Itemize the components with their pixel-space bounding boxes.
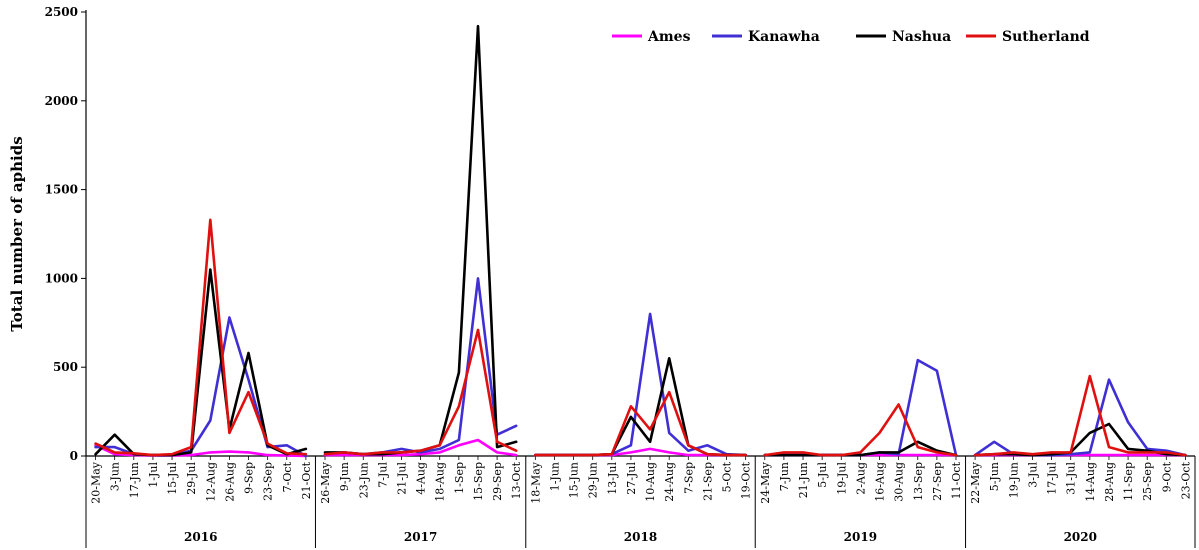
year-label: 2017 xyxy=(404,530,437,544)
series-line-nashua xyxy=(763,440,958,457)
x-tick-label: 5-Oct xyxy=(721,461,734,492)
series-line-sutherland xyxy=(533,390,748,457)
x-tick-label: 21-Jun xyxy=(797,462,810,498)
x-tick-label: 24-May xyxy=(759,461,772,504)
x-tick-label: 21-Oct xyxy=(300,461,313,499)
x-tick-label: 31-Jul xyxy=(1065,462,1078,495)
x-tick-label: 25-Sep xyxy=(1141,462,1154,501)
x-tick-label: 17-Jun xyxy=(128,462,141,498)
x-tick-label: 23-Jun xyxy=(357,462,370,498)
x-tick-label: 7-Jul xyxy=(376,462,389,488)
x-tick-label: 7-Jun xyxy=(778,462,791,491)
x-tick-label: 26-Aug xyxy=(223,462,236,502)
series-lines-layer xyxy=(94,24,1187,458)
x-tick-label: 19-Jun xyxy=(1007,462,1020,498)
x-tick-label: 23-Sep xyxy=(262,462,275,501)
x-tick-label: 10-Aug xyxy=(644,462,657,502)
legend-label-sutherland: Sutherland xyxy=(1002,29,1090,45)
legend-label-ames: Ames xyxy=(647,29,691,45)
x-tick-label: 5-Jun xyxy=(988,462,1001,491)
x-tick-label: 29-Jul xyxy=(185,462,198,495)
x-tick-label: 19-Oct xyxy=(740,461,753,499)
x-tick-label: 29-Sep xyxy=(491,462,504,501)
x-tick-label: 2-Aug xyxy=(854,462,867,495)
x-tick-label: 7-Sep xyxy=(682,462,695,494)
x-tick-label: 22-May xyxy=(969,461,982,504)
legend-label-kanawha: Kanawha xyxy=(748,29,820,45)
x-tick-label: 15-Jul xyxy=(166,462,179,495)
x-tick-label: 27-Jul xyxy=(625,462,638,495)
x-tick-label: 24-Aug xyxy=(663,462,676,502)
x-tick-label: 12-Aug xyxy=(204,462,217,502)
x-tick-label: 21-Jul xyxy=(395,462,408,495)
y-tick-label: 0 xyxy=(70,449,78,463)
x-tick-label: 14-Aug xyxy=(1084,462,1097,502)
x-tick-label: 30-Aug xyxy=(893,462,906,502)
y-tick-label: 2000 xyxy=(45,94,78,108)
axes-layer: 0 500 1000 1500 2000 2500 20-May 3-Jun 17-Jun 1-J… xyxy=(45,5,1196,548)
series-line-sutherland xyxy=(94,218,308,457)
x-tick-label: 27-Sep xyxy=(931,462,944,501)
x-tick-label: 1-Sep xyxy=(453,462,466,494)
x-tick-label: 18-May xyxy=(529,461,542,504)
x-tick-label: 23-Oct xyxy=(1179,461,1192,499)
x-tick-label: 21-Sep xyxy=(701,462,714,501)
series-line-kanawha xyxy=(323,277,518,456)
x-tick-label: 29-Jun xyxy=(587,462,600,498)
x-tick-label: 3-Jun xyxy=(109,462,122,491)
x-tick-label: 13-Oct xyxy=(510,461,523,499)
year-label: 2020 xyxy=(1064,530,1097,544)
x-tick-label: 3-Jul xyxy=(1026,462,1039,488)
x-tick-label: 15-Sep xyxy=(472,462,485,501)
x-tick-label: 7-Oct xyxy=(281,461,294,492)
legend: Ames Kanawha Nashua Sutherland xyxy=(612,29,1090,45)
year-label: 2016 xyxy=(184,530,217,544)
x-tick-label: 20-May xyxy=(90,461,103,504)
x-tick-label: 1-Jul xyxy=(147,462,160,488)
x-tick-label: 4-Aug xyxy=(415,462,428,495)
x-tick-label: 11-Oct xyxy=(950,461,963,499)
x-tick-label: 11-Sep xyxy=(1122,462,1135,501)
x-tick-label: 26-May xyxy=(319,461,332,504)
x-tick-label: 18-Aug xyxy=(434,462,447,502)
x-tick-label: 9-Jun xyxy=(338,462,351,491)
y-tick-label: 500 xyxy=(53,360,78,374)
legend-label-nashua: Nashua xyxy=(892,29,951,45)
year-label: 2018 xyxy=(624,530,657,544)
series-line-nashua xyxy=(94,268,308,457)
y-tick-label: 1500 xyxy=(45,183,78,197)
x-tick-label: 16-Aug xyxy=(874,462,887,502)
x-tick-label: 9-Oct xyxy=(1160,461,1173,492)
x-tick-label: 19-Jul xyxy=(835,462,848,495)
x-tick-label: 28-Aug xyxy=(1103,462,1116,502)
x-tick-label: 17-Jul xyxy=(1046,462,1059,495)
x-tick-label: 5-Jul xyxy=(816,462,829,488)
series-line-sutherland xyxy=(323,328,518,456)
series-line-kanawha xyxy=(763,358,958,457)
y-tick-label: 1000 xyxy=(45,271,78,285)
year-label: 2019 xyxy=(844,530,877,544)
x-tick-label: 15-Jun xyxy=(568,462,581,498)
series-line-ames xyxy=(323,438,518,457)
series-line-ames xyxy=(94,443,308,458)
series-line-kanawha xyxy=(533,312,748,457)
y-axis-title: Total number of aphids xyxy=(8,136,26,331)
x-tick-label: 13-Sep xyxy=(912,462,925,501)
x-tick-label: 13-Jul xyxy=(606,462,619,495)
series-line-sutherland xyxy=(973,374,1187,457)
series-line-sutherland xyxy=(763,403,958,457)
y-tick-label: 2500 xyxy=(45,5,78,19)
x-tick-label: 1-Jun xyxy=(548,462,561,491)
x-tick-label: 9-Sep xyxy=(243,462,256,494)
